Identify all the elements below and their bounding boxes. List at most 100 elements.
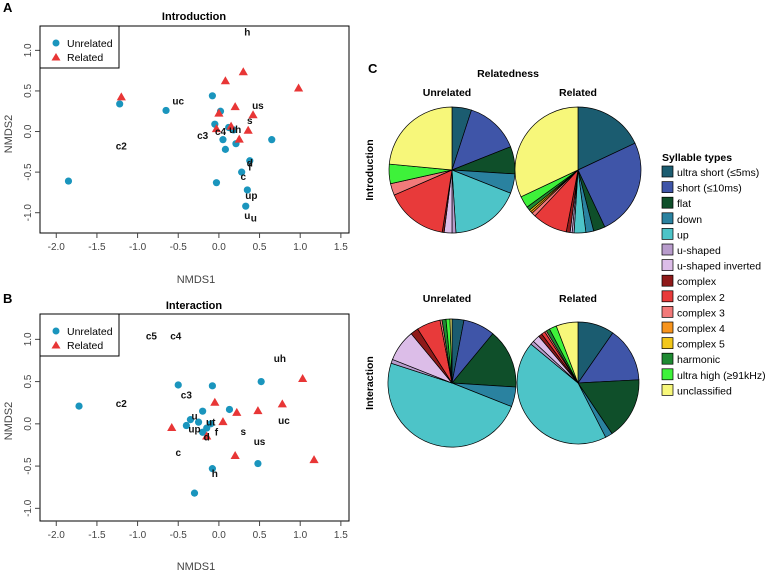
panel-label-c: C <box>368 61 378 76</box>
legend-entry: up <box>677 229 689 241</box>
x-axis-label: NMDS1 <box>177 561 216 573</box>
legend-swatch <box>661 196 674 209</box>
legend-box <box>39 313 120 357</box>
syllable-annotation: u <box>191 412 197 423</box>
syllable-annotation: u <box>244 211 250 222</box>
y-tick-label: 0.5 <box>23 374 34 388</box>
legend-entry: complex <box>677 276 717 288</box>
pie-slice <box>514 106 579 198</box>
legend-swatch <box>661 290 674 303</box>
y-axis-label: NMDS2 <box>3 115 15 154</box>
x-tick-label: -1.0 <box>129 242 147 253</box>
related-point <box>238 67 248 76</box>
related-point <box>226 121 236 130</box>
y-tick-label: -1.0 <box>23 499 34 517</box>
panel-label-a: A <box>3 0 13 15</box>
related-point <box>218 417 228 426</box>
unrelated-point <box>208 382 216 390</box>
syllable-annotation: up <box>188 424 200 435</box>
unrelated-point <box>238 168 246 176</box>
plot-frame <box>39 313 350 522</box>
pie-slice <box>577 142 642 228</box>
legend-related-marker <box>51 341 61 349</box>
syllable-annotation: uc <box>172 97 184 108</box>
related-point <box>293 83 304 92</box>
legend-box <box>39 25 120 69</box>
column-label-related-top: Related <box>559 87 597 99</box>
unrelated-point <box>242 202 250 210</box>
syllable-annotation: c <box>241 172 247 183</box>
syllable-annotation: f <box>215 428 219 439</box>
legend-entry: harmonic <box>677 354 720 366</box>
unrelated-point <box>219 136 227 144</box>
related-point <box>243 125 253 134</box>
chart-title: Introduction <box>162 11 226 23</box>
legend: Unrelated Related <box>39 313 120 357</box>
syllable-annotation: uc <box>278 416 290 427</box>
syllable-annotation: s <box>247 116 253 127</box>
syllable-annotation: uh <box>274 354 286 365</box>
unrelated-point <box>174 381 182 389</box>
syllable-annotation: h <box>244 28 250 39</box>
legend-entry: u-shaped inverted <box>677 261 761 273</box>
legend-entry: complex 2 <box>677 292 725 304</box>
x-tick-label: 1.5 <box>334 530 348 541</box>
legend-swatch <box>661 274 674 287</box>
syllable-annotation: d <box>247 158 253 169</box>
scatter-panel-introduction: Introduction NMDS2 NMDS1 -2.0 -1.5 -1.0 -0.… <box>3 11 350 286</box>
syllable-annotation: u <box>251 214 257 225</box>
row-label-introduction: Introduction <box>364 139 376 200</box>
syllable-annotation: c4 <box>170 331 182 342</box>
unrelated-point <box>268 136 276 144</box>
legend-entry: ultra high (≥91kHz) <box>677 370 766 382</box>
legend-entry: u-shaped <box>677 245 721 257</box>
column-label-related-bottom: Related <box>559 293 597 305</box>
syllable-annotation: c4 <box>215 127 227 138</box>
pie-slice <box>577 106 636 171</box>
unrelated-point <box>75 402 83 410</box>
pie-slice <box>577 332 640 384</box>
row-label-interaction: Interaction <box>364 356 376 410</box>
y-tick-label: 0.5 <box>23 84 34 98</box>
y-tick-label: -0.5 <box>23 163 34 181</box>
unrelated-point <box>212 179 221 187</box>
syllable-annotation: c <box>175 448 181 459</box>
related-point <box>277 399 287 408</box>
y-tick-label: 0.0 <box>23 416 34 430</box>
syllable-annotation: us <box>254 437 266 448</box>
unrelated-point <box>116 100 124 108</box>
legend-related-label: Related <box>67 340 103 352</box>
x-tick-label: 0.5 <box>253 242 267 253</box>
legend-entry: complex 5 <box>677 339 725 351</box>
pie-slice <box>449 318 453 384</box>
syllable-annotation: c3 <box>197 131 209 142</box>
syllable-annotation: up <box>245 191 257 202</box>
y-tick-label: 0.0 <box>23 124 34 138</box>
panel-label-b: B <box>3 291 12 306</box>
x-tick-label: -2.0 <box>48 242 66 253</box>
legend-swatch <box>661 321 674 334</box>
pie-introduction-related <box>514 106 642 234</box>
legend-unrelated-marker <box>52 39 60 47</box>
x-tick-label: 1.5 <box>334 242 348 253</box>
pie-slice <box>451 109 512 171</box>
syllable-annotation: us <box>252 101 264 112</box>
related-point <box>248 110 258 119</box>
x-axis-label: NMDS1 <box>177 274 216 286</box>
legend-entry: flat <box>677 198 691 210</box>
syllable-annotation: s <box>241 427 247 438</box>
x-tick-label: 0.0 <box>212 242 226 253</box>
related-point <box>116 92 126 101</box>
related-point <box>253 406 263 415</box>
legend-swatch <box>661 181 674 193</box>
unrelated-point <box>190 489 199 497</box>
legend-swatch <box>661 259 674 271</box>
related-point <box>202 431 212 440</box>
plot-frame <box>39 25 350 234</box>
related-point <box>232 407 242 416</box>
x-tick-label: 1.0 <box>293 530 307 541</box>
unrelated-point <box>208 92 216 100</box>
y-tick-label: 1.0 <box>23 43 34 57</box>
pie-panel-relatedness: Relatedness Unrelated Related Introducti… <box>364 68 766 448</box>
y-tick-label: -0.5 <box>23 457 34 475</box>
